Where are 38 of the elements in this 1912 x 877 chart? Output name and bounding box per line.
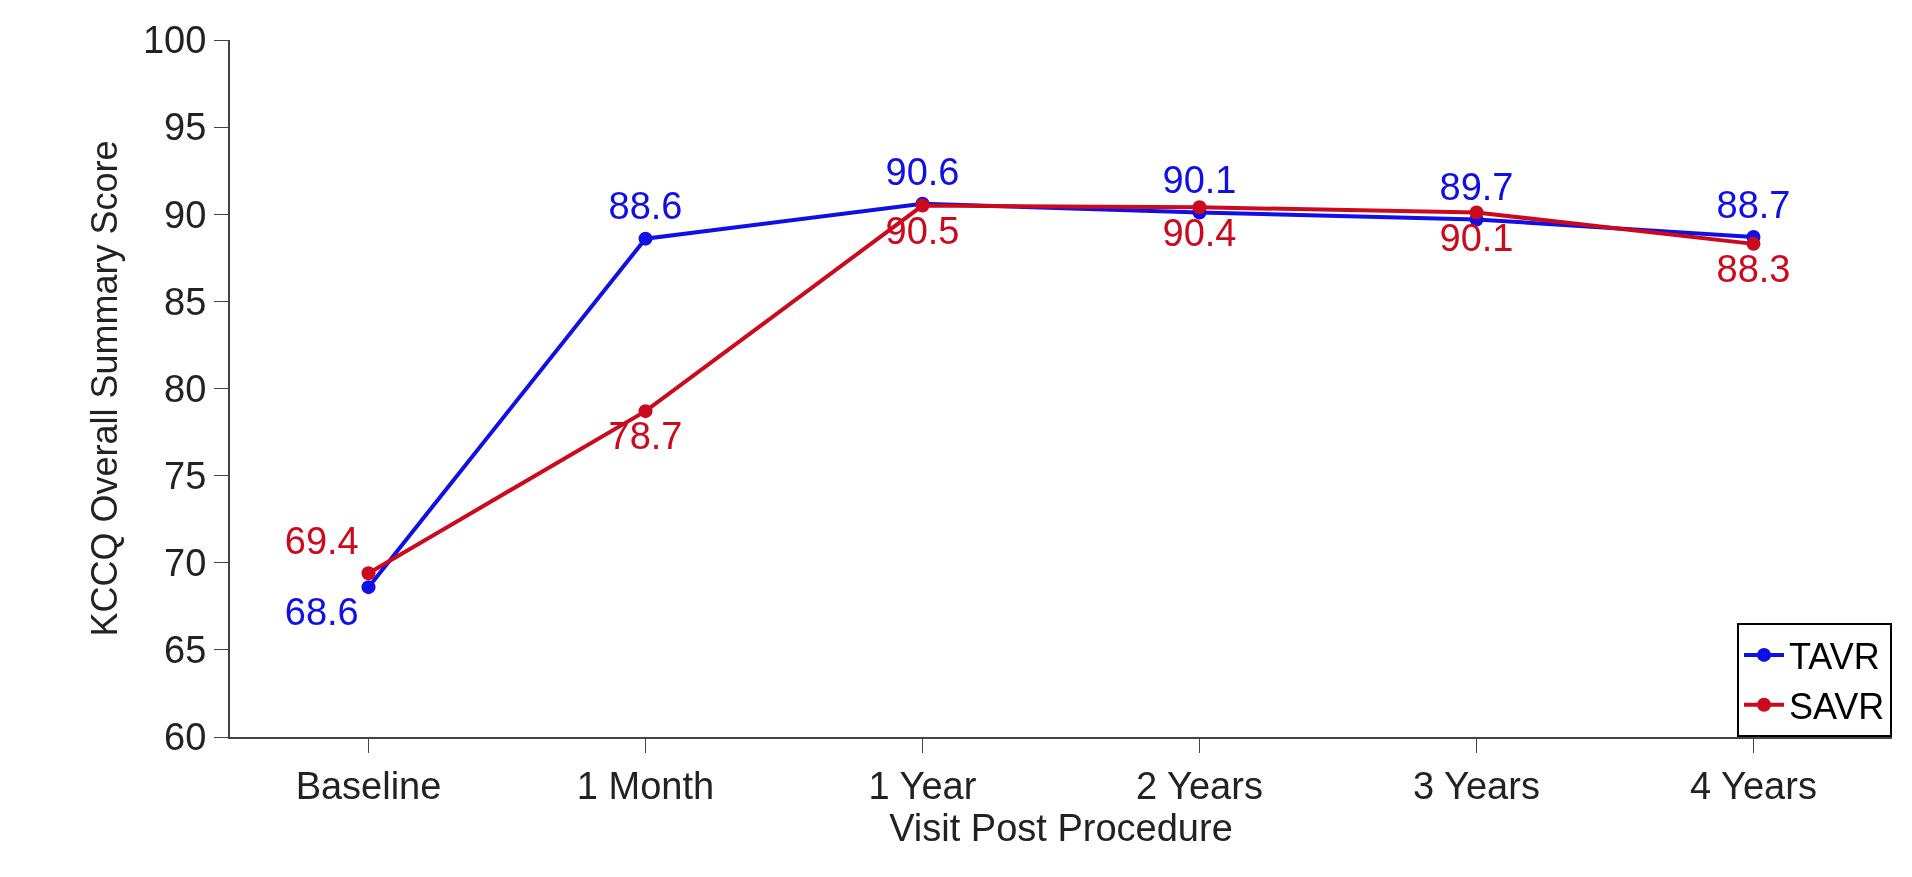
point (638, 404, 653, 419)
y-tick-label: 65 (164, 629, 207, 672)
data-label: 88.7 (1716, 183, 1791, 226)
point (1192, 200, 1207, 215)
data-label: 78.7 (608, 415, 683, 458)
y-tick-label: 100 (142, 19, 207, 62)
x-axis-title: Visit Post Procedure (889, 806, 1233, 849)
data-label: 68.6 (284, 591, 359, 634)
x-tick-label: 4 Years (1690, 764, 1817, 807)
data-label: 88.3 (1716, 248, 1791, 291)
legend-label: TAVR (1789, 635, 1880, 677)
point (638, 231, 653, 246)
x-tick-label: Baseline (295, 764, 442, 807)
y-tick-label: 60 (164, 716, 207, 759)
y-tick-label: 95 (164, 106, 207, 149)
y-tick-label: 75 (164, 454, 207, 497)
data-label: 90.6 (885, 150, 960, 193)
data-label: 88.6 (608, 185, 683, 228)
x-tick-label: 1 Month (576, 764, 715, 807)
y-tick-label: 70 (164, 542, 207, 585)
x-tick-label: 1 Year (868, 764, 977, 807)
y-tick-label: 85 (164, 280, 207, 323)
point (361, 580, 376, 595)
data-label: 90.1 (1162, 159, 1237, 202)
point (1746, 236, 1761, 251)
y-axis-title: KCCQ Overall Summary Score (84, 140, 126, 637)
data-label: 69.4 (284, 519, 359, 562)
data-label: 90.1 (1439, 216, 1514, 259)
y-tick-label: 80 (164, 367, 207, 410)
data-label: 90.5 (885, 209, 960, 252)
data-label: 89.7 (1439, 166, 1514, 209)
x-tick-label: 3 Years (1413, 764, 1540, 807)
y-tick-label: 90 (164, 193, 207, 236)
x-tick-label: 2 Years (1136, 764, 1263, 807)
data-label: 90.4 (1162, 211, 1237, 254)
point (361, 566, 376, 581)
point (1469, 205, 1484, 220)
legend-label: SAVR (1789, 685, 1885, 727)
